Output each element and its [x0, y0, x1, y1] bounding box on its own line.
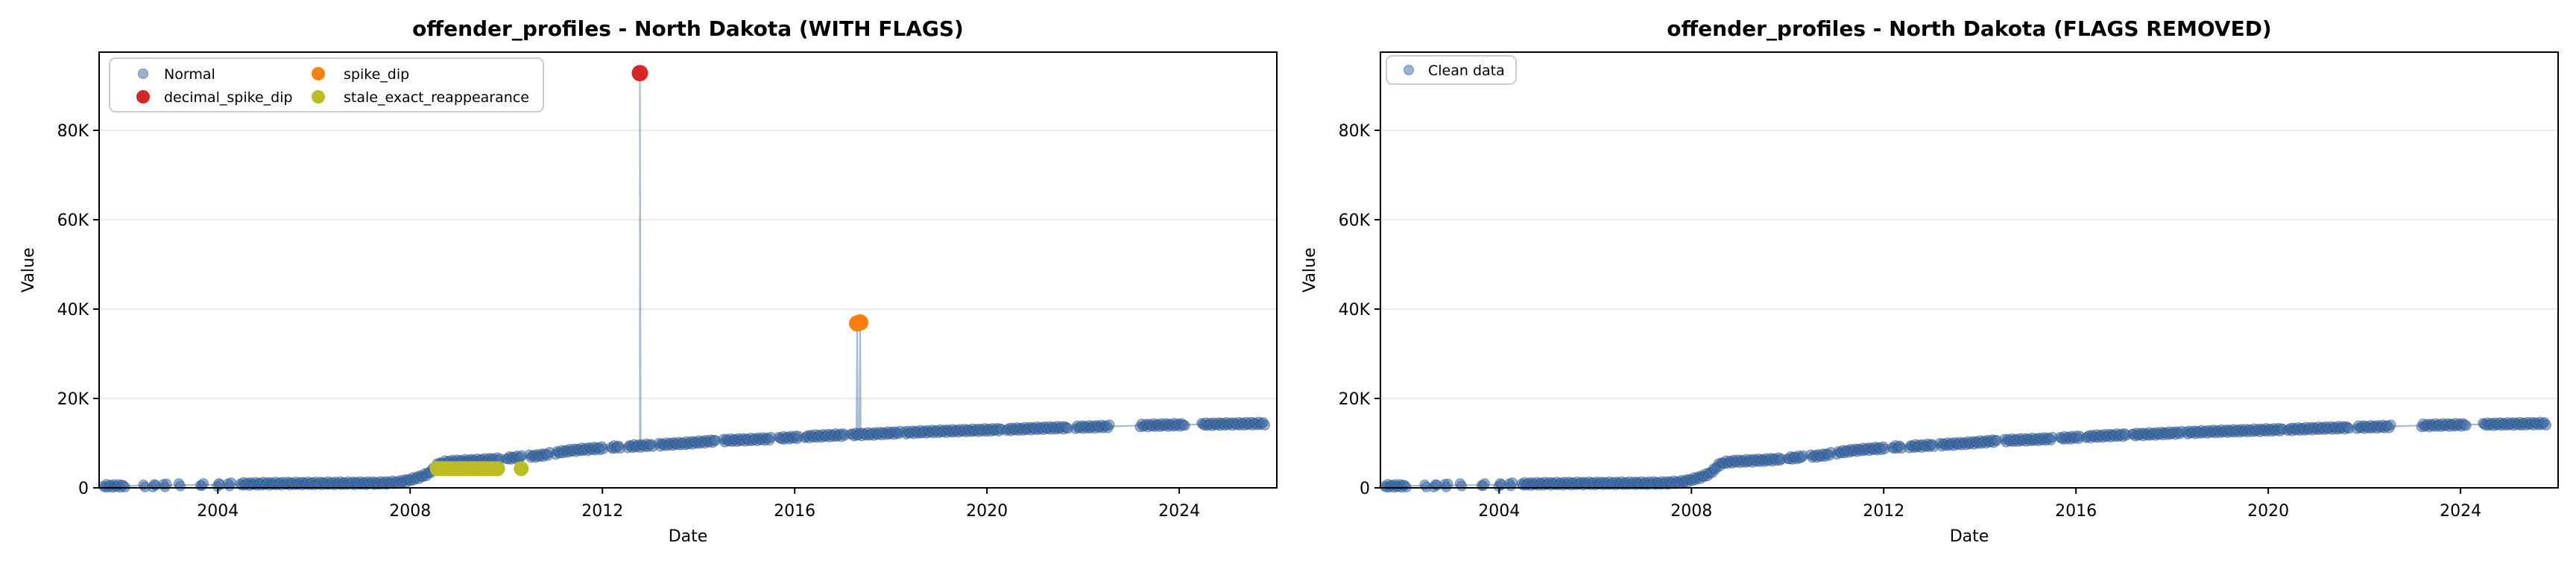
clean-points: [1379, 416, 2552, 493]
legend-item: decimal_spike_dip: [136, 89, 293, 106]
legend-marker-normal: [137, 68, 149, 80]
x-tick-label: 2020: [2247, 502, 2289, 521]
legend-label: Normal: [164, 66, 215, 83]
x-axis: 2004 2008 2012 2016 2020 2024: [197, 488, 1200, 521]
panel-with-flags: 2004 2008 2012 2016 2020 2024 0 20K 40K 60K 80K Dat…: [19, 16, 1278, 546]
stale-point: [490, 461, 505, 477]
axes-frame: [98, 51, 1278, 489]
y-axis-label: Value: [19, 247, 38, 292]
data-point: [1179, 420, 1190, 431]
legend: Normal decimal_spike_dip spike_dip stale_ex…: [109, 57, 544, 112]
data-point: [161, 478, 172, 489]
x-tick-label: 2024: [1158, 502, 1200, 521]
y-tick-label: 40K: [57, 301, 89, 320]
legend-marker-orange: [312, 67, 325, 80]
y-tick-label: 80K: [57, 122, 89, 141]
y-axis-label: Value: [1301, 247, 1319, 292]
legend-label: spike_dip: [344, 66, 409, 83]
data-point: [2540, 419, 2552, 430]
legend-label: decimal_spike_dip: [164, 89, 293, 106]
stale-exact-reappearance-points: [429, 461, 529, 477]
legend-item: Clean data: [1403, 63, 1505, 79]
x-tick-label: 2008: [1670, 502, 1712, 521]
data-point: [1442, 478, 1453, 489]
decimal-spike-dip-point: [631, 65, 648, 82]
data-point: [1104, 419, 1115, 430]
y-tick-label: 0: [78, 480, 89, 498]
x-tick-label: 2012: [581, 502, 623, 521]
y-tick-label: 80K: [1339, 122, 1371, 141]
legend-label: stale_exact_reappearance: [344, 89, 529, 106]
legend-item: Normal: [137, 66, 215, 83]
data-point: [174, 480, 186, 492]
x-tick-label: 2016: [774, 502, 815, 521]
y-tick-label: 60K: [57, 212, 89, 230]
normal-points: [98, 416, 1271, 493]
y-tick-label: 0: [1360, 480, 1370, 498]
data-point: [1506, 477, 1518, 489]
panel-title: offender_profiles - North Dakota (WITH F…: [412, 16, 964, 41]
axes-frame: [1380, 51, 2559, 489]
legend-item: stale_exact_reappearance: [312, 89, 529, 106]
data-point: [1479, 477, 1491, 489]
legend-marker-red: [136, 90, 150, 104]
data-point: [198, 477, 209, 489]
data-point: [2460, 420, 2472, 431]
legend-marker-normal: [1403, 64, 1415, 76]
stale-point: [514, 461, 529, 477]
y-tick-label: 20K: [57, 390, 89, 409]
x-tick-label: 2020: [966, 502, 1008, 521]
x-tick-label: 2016: [2055, 502, 2097, 521]
y-tick-label: 60K: [1339, 212, 1371, 230]
y-tick-label: 40K: [1339, 301, 1371, 320]
x-tick-label: 2004: [197, 502, 239, 521]
x-tick-label: 2024: [2440, 502, 2481, 521]
data-point: [2385, 419, 2396, 430]
legend-box: [1386, 55, 1517, 85]
legend-box: [109, 57, 544, 112]
x-axis: 2004 2008 2012 2016 2020 2024: [1478, 488, 2481, 521]
data-point: [225, 477, 237, 489]
panel-title: offender_profiles - North Dakota (FLAGS …: [1667, 16, 2271, 41]
y-tick-label: 20K: [1339, 390, 1371, 409]
legend-marker-olive: [312, 90, 325, 104]
legend-label: Clean data: [1428, 63, 1505, 79]
x-tick-label: 2012: [1863, 502, 1904, 521]
x-axis-label: Date: [1950, 527, 1989, 546]
data-point: [1259, 419, 1271, 430]
panel-flags-removed: 2004 2008 2012 2016 2020 2024 0 20K 40K 60K 80K Dat…: [1301, 16, 2559, 546]
legend: Clean data: [1386, 55, 1517, 85]
x-tick-label: 2008: [389, 502, 431, 521]
x-axis-label: Date: [669, 527, 708, 546]
x-tick-label: 2004: [1478, 502, 1520, 521]
y-axis: 0 20K 40K 60K 80K: [57, 122, 99, 498]
spike-dip-point: [851, 314, 868, 331]
data-point: [1456, 480, 1468, 492]
legend-item: spike_dip: [312, 66, 409, 83]
y-axis: 0 20K 40K 60K 80K: [1339, 122, 1380, 498]
